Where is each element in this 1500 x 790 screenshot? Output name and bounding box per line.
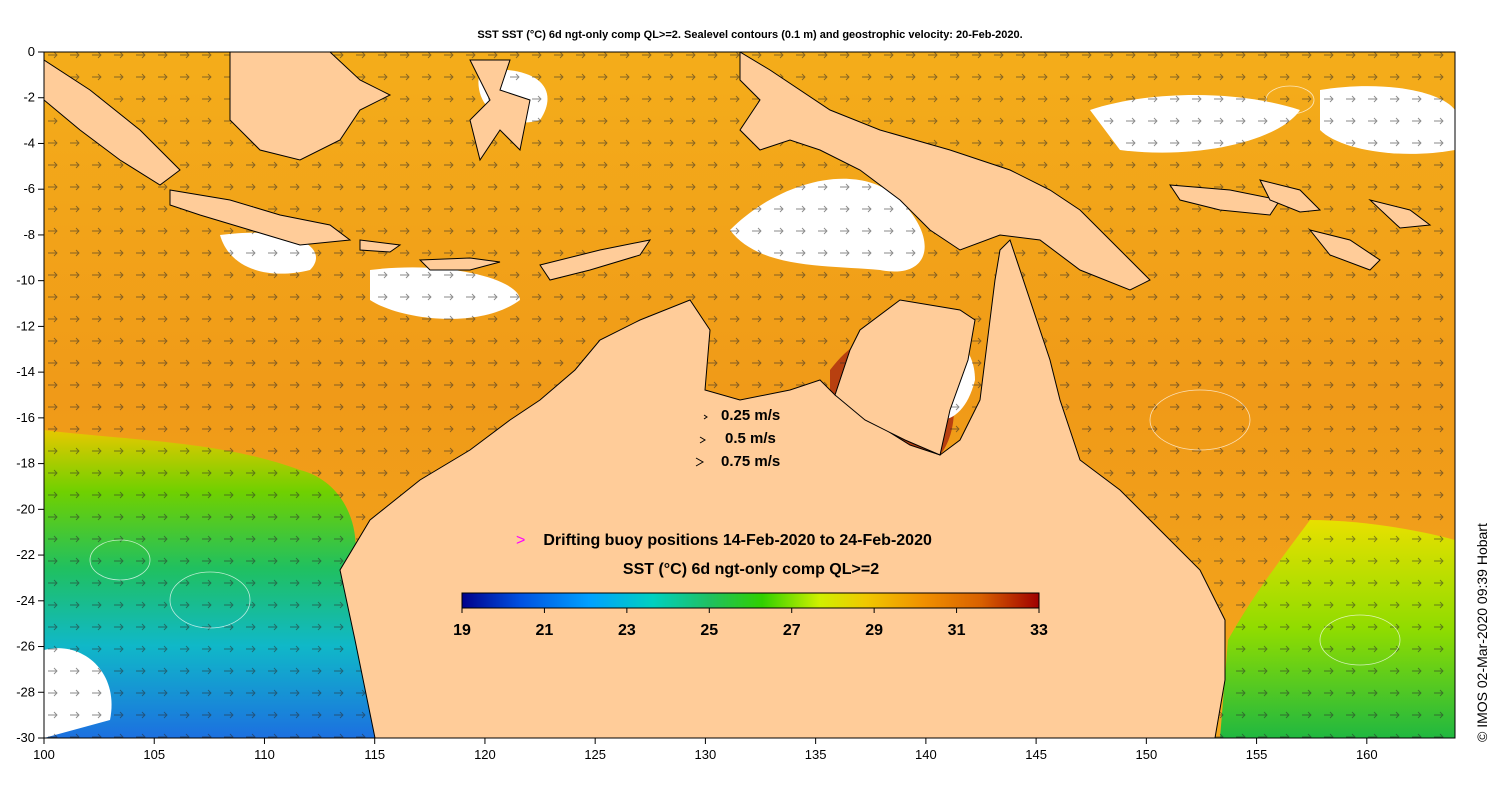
borneo — [229, 52, 392, 161]
map-title: SST SST (°C) 6d ngt-only comp QL>=2. Sea… — [477, 29, 1023, 41]
x-tick-label: 105 — [143, 747, 165, 762]
x-tick-label: 115 — [364, 747, 385, 762]
arrow-075-icon — [695, 457, 705, 467]
colorbar — [461, 592, 1040, 609]
timor — [539, 239, 652, 281]
y-tick-label: -24 — [16, 593, 35, 608]
velocity-legend-arrows — [695, 414, 708, 467]
x-tick-label: 110 — [254, 747, 275, 762]
arrow-050-icon — [699, 436, 706, 444]
y-tick-label: -20 — [16, 501, 35, 516]
y-tick-label: -2 — [23, 90, 35, 105]
x-tick-label: 145 — [1025, 747, 1047, 762]
map-frame — [43, 51, 1456, 739]
colorbar-tick-label: 25 — [700, 622, 718, 639]
y-tick-label: -14 — [16, 364, 35, 379]
new-guinea — [739, 52, 1151, 291]
sulawesi — [469, 59, 531, 162]
colorbar-tick-label: 27 — [783, 622, 801, 639]
x-tick-label: 150 — [1135, 747, 1157, 762]
y-tick-label: -12 — [16, 318, 35, 333]
y-tick-label: -26 — [16, 639, 35, 654]
colorbar-tick-label: 31 — [948, 622, 966, 639]
colorbar-tick-label: 21 — [536, 622, 554, 639]
x-tick-label: 160 — [1356, 747, 1378, 762]
y-tick-label: -10 — [16, 273, 35, 288]
velocity-label-075: 0.75 m/s — [721, 453, 781, 470]
sumatra — [44, 59, 181, 186]
velocity-label-050: 0.5 m/s — [725, 430, 776, 447]
colorbar-tick-label: 19 — [453, 622, 471, 639]
x-tick-label: 130 — [695, 747, 717, 762]
x-tick-label: 120 — [474, 747, 496, 762]
colorbar-tick-label: 29 — [865, 622, 883, 639]
y-tick-label: -30 — [16, 730, 35, 745]
new-britain — [1169, 184, 1281, 216]
copyright-text: © IMOS 02-Mar-2020 09:39 Hobart — [1474, 523, 1490, 742]
buoy-legend: > Drifting buoy positions 14-Feb-2020 to … — [516, 532, 932, 550]
y-tick-label: -28 — [16, 684, 35, 699]
y-tick-label: -22 — [16, 547, 35, 562]
x-tick-label: 135 — [805, 747, 827, 762]
buoy-legend-text: Drifting buoy positions 14-Feb-2020 to 2… — [543, 532, 932, 549]
arrow-025-icon — [703, 414, 708, 420]
y-tick-label: -4 — [23, 135, 35, 150]
colorbar-ticks: 19 21 23 25 27 29 31 33 — [453, 608, 1048, 639]
x-tick-label: 155 — [1246, 747, 1268, 762]
colorbar-tick-label: 23 — [618, 622, 636, 639]
velocity-label-025: 0.25 m/s — [721, 407, 781, 424]
x-tick-label: 140 — [915, 747, 937, 762]
x-axis: 100 105 110 115 120 125 130 135 140 145 150 155 160 — [33, 738, 1378, 762]
sealevel-contours — [89, 85, 1401, 666]
java — [169, 189, 352, 246]
colorbar-tick-label: 33 — [1030, 622, 1048, 639]
buoy-marker-icon: > — [516, 532, 526, 549]
colorbar-title: SST (°C) 6d ngt-only comp QL>=2 — [622, 561, 880, 578]
y-tick-label: 0 — [28, 44, 35, 59]
y-tick-label: -6 — [23, 181, 35, 196]
y-tick-label: -8 — [23, 227, 35, 242]
x-tick-label: 125 — [584, 747, 606, 762]
y-axis: 0 -2 -4 -6 -8 -10 -12 -14 -16 -18 -20 -22 -24 -26 -28 -… — [16, 44, 44, 745]
y-tick-label: -18 — [16, 456, 35, 471]
x-tick-label: 100 — [33, 747, 55, 762]
y-tick-label: -16 — [16, 410, 35, 425]
landmasses — [44, 52, 1432, 738]
